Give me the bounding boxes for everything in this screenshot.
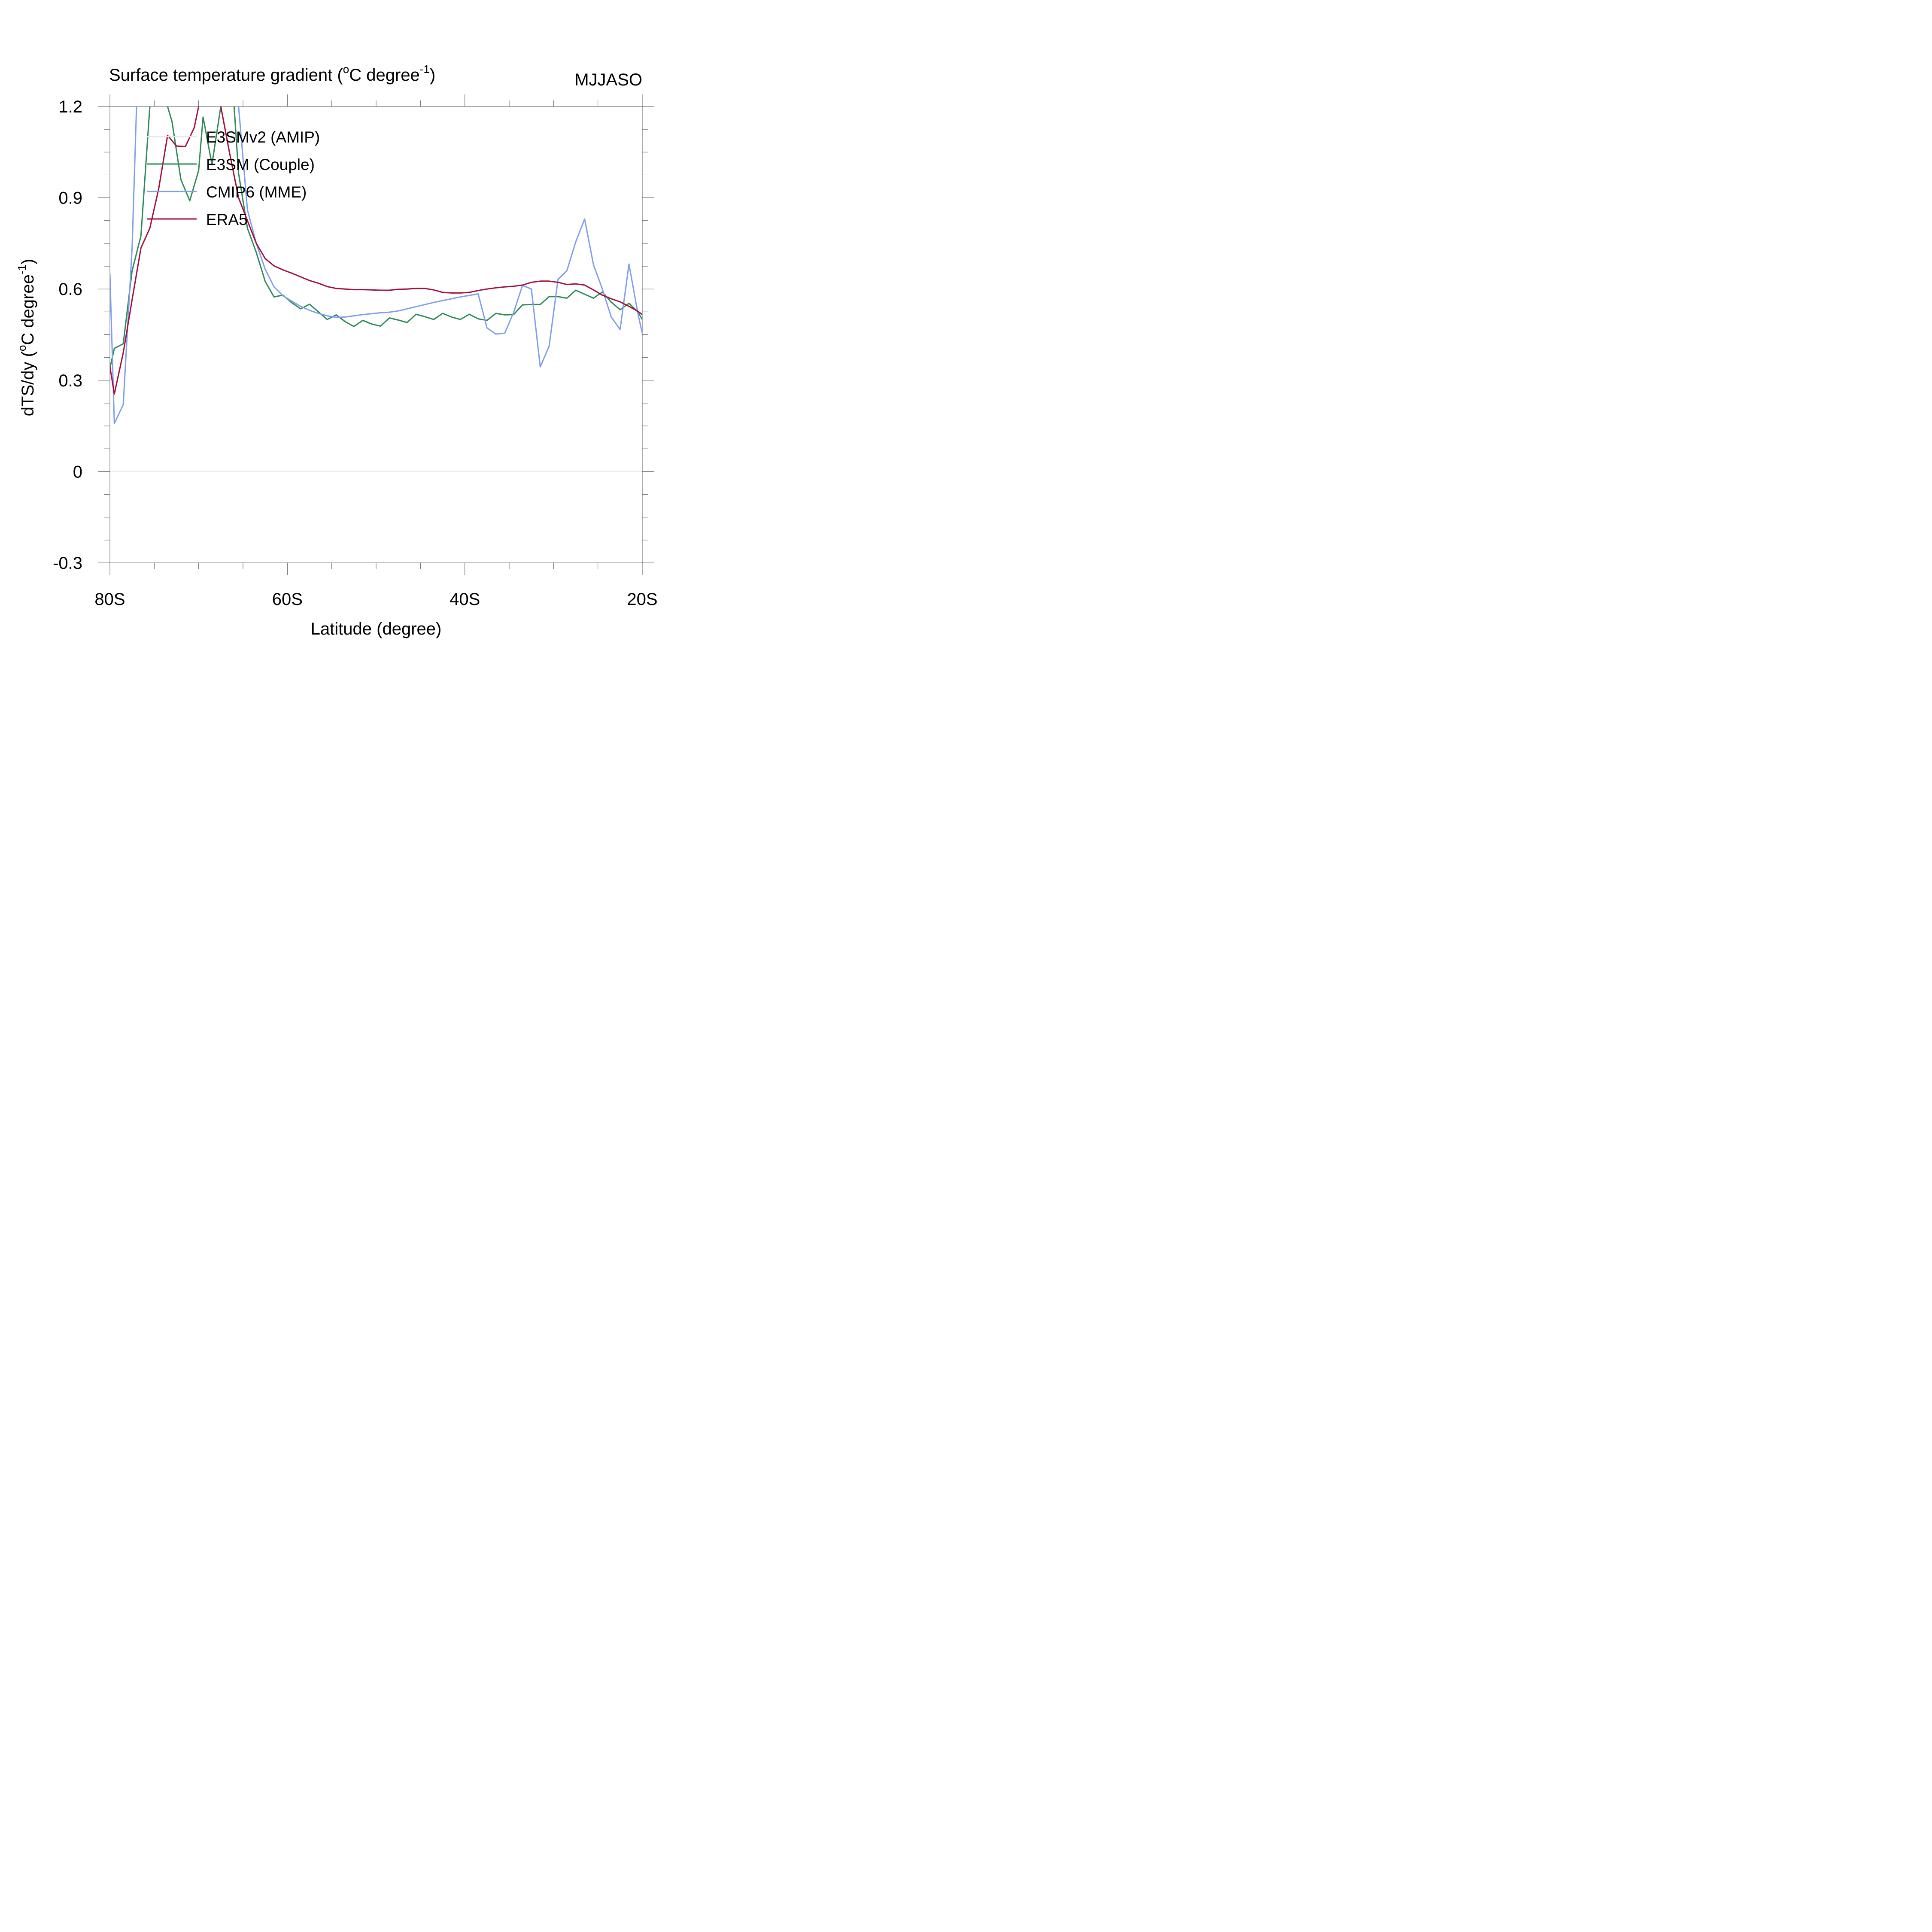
x-tick-label: 40S: [450, 590, 480, 609]
chart-title-unit: C degree: [349, 66, 420, 85]
y-tick-label: -0.3: [53, 554, 82, 573]
legend: E3SMv2 (AMIP) E3SM (Couple) CMIP6 (MME) ERA…: [147, 128, 320, 228]
chart-title-sup1: o: [343, 63, 349, 76]
y-tick-label: 0.6: [58, 280, 82, 299]
series-line-3: [110, 106, 642, 395]
y-tick-label: 1.2: [58, 97, 82, 116]
y-tick-label: 0.9: [58, 189, 82, 208]
x-tick-label: 80S: [94, 590, 125, 609]
y-axis-label-close: ): [18, 259, 37, 264]
tick-labels: -0.3 0 0.3 0.6 0.9 1.2 80S 60S 40S 20S: [53, 97, 658, 609]
y-axis-label-main: dTS/dy (: [18, 351, 37, 416]
axes-frame-and-ticks: [98, 94, 654, 575]
series-line-2: [110, 106, 642, 424]
x-tick-label: 60S: [272, 590, 303, 609]
chart-title: Surface temperature gradient (oC degree-…: [109, 63, 435, 85]
legend-label-3: ERA5: [206, 211, 248, 228]
y-axis-label-unit: C degree: [18, 274, 37, 345]
chart-title-close: ): [430, 66, 435, 85]
legend-label-1: E3SM (Couple): [206, 156, 315, 173]
y-axis-label: dTS/dy (oC degree-1): [15, 259, 37, 416]
y-axis-label-sup2: -1: [15, 264, 28, 274]
chart-title-main: Surface temperature gradient (: [109, 66, 343, 85]
chart: Surface temperature gradient (oC degree-…: [15, 63, 658, 638]
series-line-1: [110, 106, 642, 368]
x-axis-label: Latitude (degree): [311, 620, 442, 638]
legend-label-0: E3SMv2 (AMIP): [206, 128, 320, 146]
chart-title-sup2: -1: [420, 63, 430, 76]
series-lines: [110, 106, 642, 424]
season-label: MJJASO: [574, 70, 642, 89]
y-tick-label: 0: [73, 462, 82, 481]
x-tick-label: 20S: [627, 590, 657, 609]
y-tick-label: 0.3: [58, 371, 82, 390]
y-axis-label-sup1: o: [15, 345, 28, 351]
legend-label-2: CMIP6 (MME): [206, 183, 307, 201]
